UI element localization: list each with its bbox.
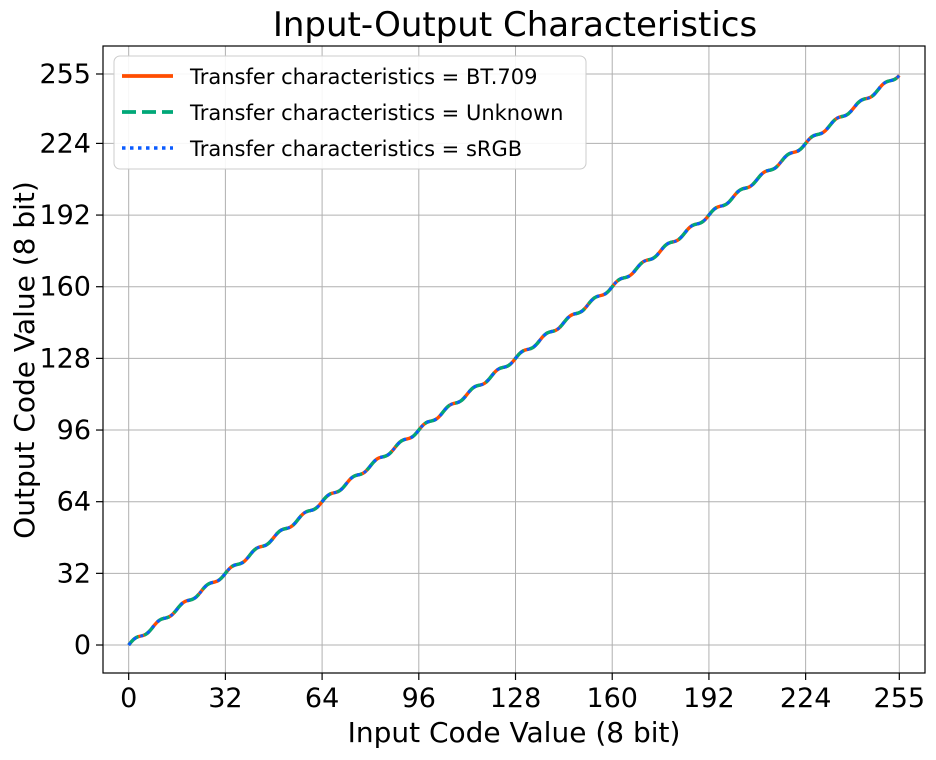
x-axis: 0 32 64 96 128 160 192 224 255 — [120, 673, 925, 714]
chart-title: Input-Output Characteristics — [273, 5, 757, 45]
y-tick-label: 0 — [74, 630, 91, 661]
y-tick-label: 32 — [57, 558, 91, 589]
y-tick-label: 224 — [39, 128, 91, 159]
y-tick-label: 192 — [39, 200, 91, 231]
plot-frame — [102, 45, 926, 674]
x-axis-label: Input Code Value (8 bit) — [348, 716, 681, 749]
x-tick-label: 96 — [402, 683, 436, 714]
legend: Transfer characteristics = BT.709 Transfe… — [113, 55, 587, 170]
y-tick-label: 96 — [57, 415, 91, 446]
y-tick-label: 64 — [57, 487, 91, 518]
x-tick-label: 192 — [683, 683, 735, 714]
x-tick-label: 224 — [780, 683, 832, 714]
series-line-dashed — [127, 74, 901, 647]
series-layer — [127, 74, 901, 647]
x-tick-label: 0 — [120, 683, 137, 714]
x-tick-label: 160 — [586, 683, 638, 714]
series-line-dotted — [127, 74, 901, 646]
legend-box — [113, 55, 587, 170]
x-tick-label: 64 — [305, 683, 339, 714]
legend-entry-label: Transfer characteristics = sRGB — [189, 137, 522, 161]
legend-items: Transfer characteristics = BT.709 Transfe… — [122, 65, 563, 161]
y-tick-label: 160 — [39, 272, 91, 303]
y-axis-label: Output Code Value (8 bit) — [8, 181, 41, 539]
x-tick-label: 255 — [874, 683, 926, 714]
x-tick-label: 128 — [490, 683, 542, 714]
y-tick-label: 128 — [39, 343, 91, 374]
y-axis: 0 32 64 96 128 160 192 224 255 — [39, 59, 103, 661]
legend-entry-label: Transfer characteristics = BT.709 — [189, 65, 537, 89]
x-tick-label: 32 — [208, 683, 242, 714]
legend-entry-label: Transfer characteristics = Unknown — [189, 101, 563, 125]
y-tick-label: 255 — [39, 59, 91, 90]
